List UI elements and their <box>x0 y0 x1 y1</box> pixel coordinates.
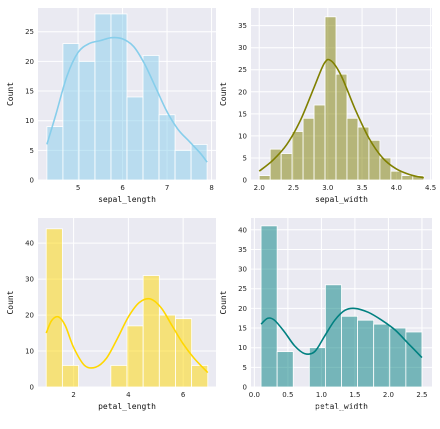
x-tick-label: 0.5 <box>282 391 293 399</box>
x-tick-label: 4.0 <box>391 184 402 192</box>
y-tick-label: 10 <box>238 344 247 352</box>
histogram-bar <box>280 153 293 181</box>
x-tick-label: 6 <box>181 391 186 399</box>
histogram-bar <box>61 365 79 388</box>
chart-panel-sepal-width: 2.0 2.5 3.0 3.5 4.0 4.5 0 5 10 15 20 25 30 35 sepal_wi… <box>219 8 436 204</box>
x-tick-label: 2.5 <box>416 391 427 399</box>
y-tick-label: 5 <box>30 147 34 155</box>
histogram-bar <box>110 13 128 181</box>
y-tick-label: 5 <box>243 154 247 162</box>
y-tick-label: 10 <box>25 348 34 356</box>
x-tick-label: 1.5 <box>349 391 360 399</box>
x-tick-label: 5 <box>76 184 80 192</box>
y-axis-label: Count <box>6 82 15 106</box>
y-tick-label: 25 <box>238 66 247 74</box>
y-tick-label: 20 <box>25 312 34 320</box>
y-tick-label: 25 <box>238 285 247 293</box>
chart-panel-petal-width: 0.0 0.5 1.0 1.5 2.0 2.5 0 5 10 15 20 25 30 35 40 petal_… <box>219 218 432 411</box>
histogram-bar <box>313 104 326 181</box>
histogram-bar <box>78 60 96 181</box>
x-axis-label: sepal_width <box>315 195 368 204</box>
y-tick-label: 40 <box>238 226 247 234</box>
y-tick-label: 0 <box>243 177 247 185</box>
histogram-bar <box>373 323 391 388</box>
y-tick-label: 20 <box>25 58 34 66</box>
y-tick-label: 25 <box>25 28 34 36</box>
x-tick-label: 0.0 <box>249 391 260 399</box>
histogram-bar <box>324 16 337 181</box>
y-tick-label: 20 <box>238 88 247 96</box>
x-axis-label: sepal_length <box>98 195 156 204</box>
kde-curve <box>258 58 424 179</box>
histogram-bar <box>175 318 193 388</box>
x-tick-label: 4 <box>126 391 131 399</box>
x-tick-label: 2.5 <box>288 184 299 192</box>
y-tick-label: 15 <box>238 325 247 333</box>
x-tick-label: 8 <box>209 184 213 192</box>
y-tick-label: 0 <box>30 384 34 392</box>
y-tick-label: 0 <box>30 177 34 185</box>
y-tick-label: 5 <box>243 364 247 372</box>
histogram-bar <box>258 175 271 181</box>
histogram-bar <box>126 96 144 181</box>
histogram-bar <box>341 315 358 388</box>
x-axis-label: petal_width <box>315 402 368 411</box>
histogram-bar <box>190 144 208 181</box>
y-axis-label: Count <box>219 290 228 314</box>
histogram-bar <box>405 331 423 388</box>
histogram-bar <box>126 325 144 388</box>
histogram-bar <box>390 170 403 181</box>
x-tick-label: 7 <box>165 184 169 192</box>
histogram-bar <box>346 117 359 181</box>
histogram-bar <box>142 55 160 181</box>
y-tick-label: 10 <box>238 132 247 140</box>
histogram-bar <box>302 117 315 181</box>
histogram-bar <box>291 131 304 181</box>
y-tick-label: 35 <box>238 246 247 254</box>
histogram-bar <box>45 228 63 388</box>
y-tick-label: 35 <box>238 22 247 30</box>
histogram-bar <box>174 149 192 181</box>
x-tick-label: 2.0 <box>383 391 394 399</box>
y-tick-label: 10 <box>25 117 34 125</box>
kde-curve <box>45 297 209 374</box>
y-axis-label: Count <box>6 290 15 314</box>
chart-panel-sepal-length: 5 6 7 8 0 5 10 15 20 25 sepal_length Count <box>6 8 216 204</box>
histogram-bar <box>357 319 375 388</box>
y-axis-label: Count <box>219 82 228 106</box>
y-tick-label: 30 <box>25 276 34 284</box>
chart-panel-petal-length: 2 4 6 0 10 20 30 40 petal_length Count <box>6 218 216 411</box>
histogram-bar <box>158 114 176 181</box>
histogram-bar <box>335 73 348 181</box>
histogram-bar <box>276 351 294 388</box>
histogram-bar <box>110 365 128 388</box>
histogram-bar <box>325 284 342 388</box>
watermark: 知乎 @curieinrich <box>312 406 398 417</box>
x-tick-label: 3.0 <box>322 184 333 192</box>
kde-curve <box>46 36 208 163</box>
x-axis-label: petal_length <box>98 402 156 411</box>
x-tick-label: 3.5 <box>356 184 367 192</box>
y-tick-label: 20 <box>238 305 247 313</box>
x-tick-label: 6 <box>120 184 125 192</box>
x-tick-label: 2.0 <box>254 184 265 192</box>
x-tick-label: 1.0 <box>316 391 327 399</box>
y-tick-label: 30 <box>238 266 247 274</box>
y-tick-label: 40 <box>25 240 34 248</box>
histogram-bar <box>379 157 392 181</box>
histogram-bar <box>401 175 414 181</box>
x-tick-label: 4.5 <box>425 184 436 192</box>
kde-curve <box>260 307 423 359</box>
y-tick-label: 15 <box>25 88 34 96</box>
histogram-bar <box>389 327 407 388</box>
histogram-bar <box>142 275 160 388</box>
x-tick-label: 2 <box>71 391 75 399</box>
y-tick-label: 15 <box>238 110 247 118</box>
y-tick-label: 0 <box>243 384 247 392</box>
histogram-bar <box>260 225 278 388</box>
histogram-bar <box>191 365 209 388</box>
y-tick-label: 30 <box>238 44 247 52</box>
